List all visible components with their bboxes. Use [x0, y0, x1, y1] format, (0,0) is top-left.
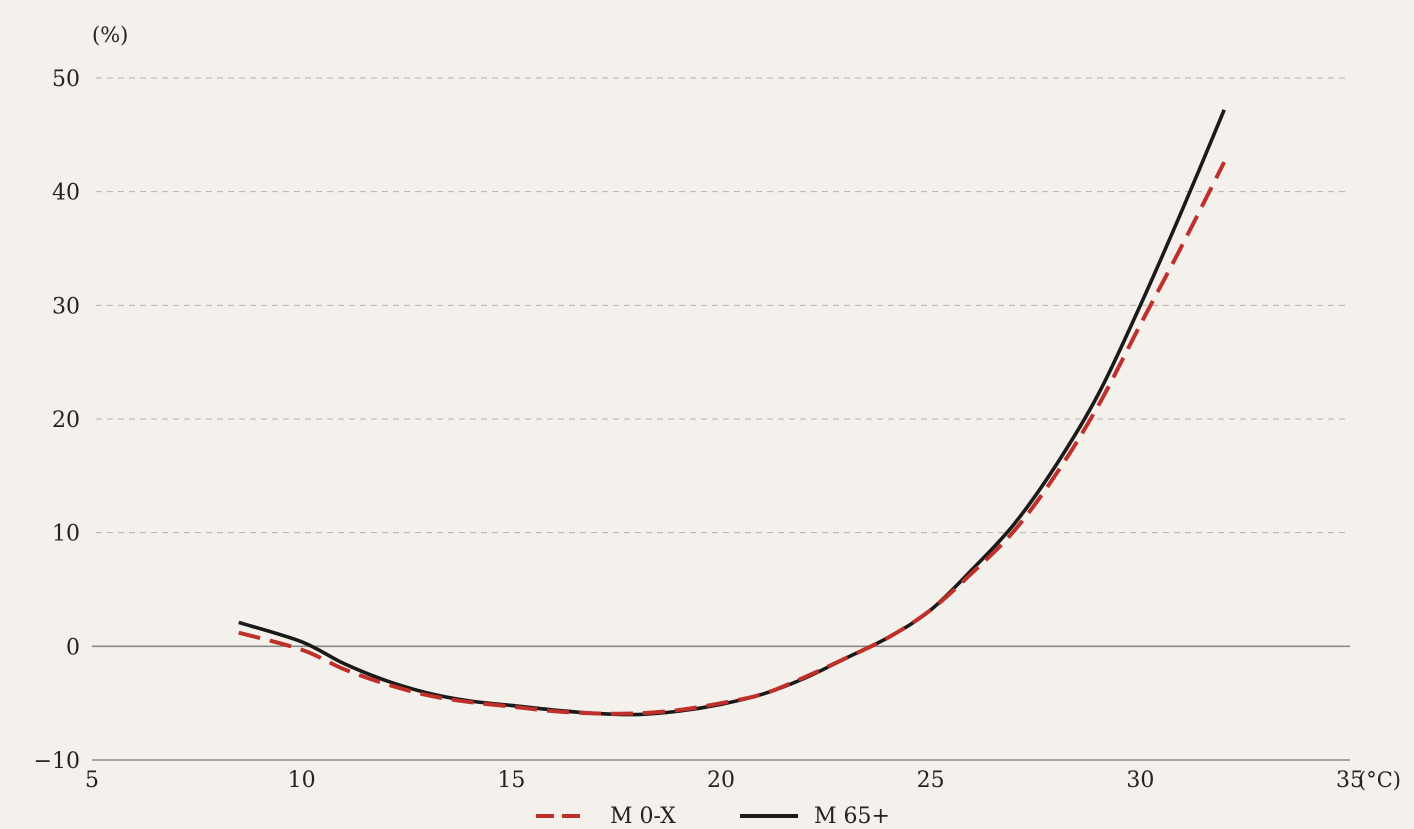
- series-line-m65: [238, 109, 1226, 717]
- legend: M 0-X M 65+: [536, 804, 890, 829]
- x-tick-label: 25: [917, 768, 945, 793]
- y-tick-label: −10: [34, 749, 80, 774]
- y-tick-label: 30: [52, 294, 80, 319]
- y-axis-label: (%): [92, 23, 128, 47]
- y-tick-label: 40: [52, 181, 80, 206]
- x-tick-label: 35: [1336, 768, 1364, 793]
- x-tick-label: 30: [1126, 768, 1154, 793]
- series-line-m0x: [238, 161, 1226, 716]
- x-tick-label: 20: [707, 768, 735, 793]
- legend-label-m0x: M 0-X: [610, 804, 676, 829]
- legend-label-m65: M 65+: [814, 804, 890, 829]
- y-tick-label: 10: [52, 522, 80, 547]
- x-axis-label: (°C): [1358, 768, 1401, 792]
- x-tick-label: 15: [497, 768, 525, 793]
- y-tick-label: 50: [52, 67, 80, 92]
- y-tick-label: 20: [52, 408, 80, 433]
- x-tick-label: 5: [85, 768, 99, 793]
- x-tick-label: 10: [288, 768, 316, 793]
- y-tick-label: 0: [66, 635, 80, 660]
- series-lines: [238, 109, 1226, 717]
- axes: −10 0 10 20 30 40 50 5 10 15 20 25 30 35: [34, 67, 1364, 793]
